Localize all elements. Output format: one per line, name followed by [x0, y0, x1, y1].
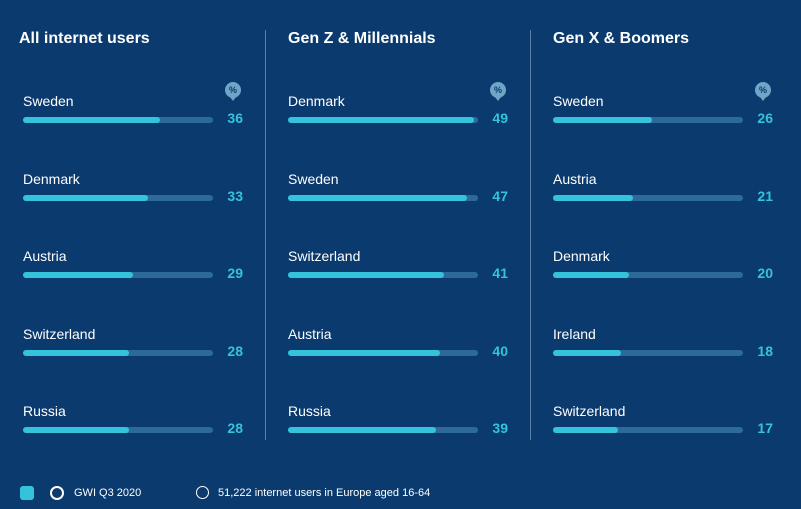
bar-track: [553, 272, 743, 278]
source-text: GWI Q3 2020: [74, 487, 142, 499]
bar-value: 26: [757, 110, 773, 126]
panel-title: Gen Z & Millennials: [288, 30, 436, 47]
bar-track: [288, 195, 478, 201]
chart-panel: Gen Z & Millennials% Denmark 49 Sweden 47 Swi…: [288, 0, 518, 460]
bar-value: 40: [492, 343, 508, 359]
percent-icon: %: [225, 82, 241, 101]
bar-track: [23, 117, 213, 123]
bar-track: [288, 427, 478, 433]
sample-text: 51,222 internet users in Europe aged 16-…: [218, 487, 431, 499]
bar-label: Denmark: [553, 248, 610, 264]
bar-label: Sweden: [553, 93, 604, 109]
bar: [23, 195, 149, 201]
people-icon: [196, 486, 209, 499]
bar-value: 20: [757, 265, 773, 281]
bar-label: Ireland: [553, 326, 596, 342]
bar-track: [23, 350, 213, 356]
bar: [288, 117, 475, 123]
panel-title: All internet users: [19, 30, 150, 47]
chart-panel: Gen X & Boomers% Sweden 26 Austria 21 Denmark…: [553, 0, 783, 460]
bar: [288, 272, 444, 278]
bar-value: 33: [227, 188, 243, 204]
bar: [553, 117, 652, 123]
bar-label: Russia: [288, 403, 331, 419]
globe-icon: [50, 486, 64, 500]
bar: [23, 427, 130, 433]
bar-label: Austria: [23, 248, 67, 264]
bar-label: Sweden: [288, 171, 339, 187]
bar-track: [553, 117, 743, 123]
bar-value: 39: [492, 420, 508, 436]
chart-panel: All internet users% Sweden 36 Denmark 33 Aust…: [19, 0, 253, 460]
bar-track: [288, 350, 478, 356]
bar-label: Switzerland: [23, 326, 96, 342]
bar-value: 29: [227, 265, 243, 281]
bar-value: 18: [757, 343, 773, 359]
bar-label: Austria: [288, 326, 332, 342]
bar-track: [553, 427, 743, 433]
bar-label: Switzerland: [553, 403, 626, 419]
bar-value: 47: [492, 188, 508, 204]
bar-value: 17: [757, 420, 773, 436]
bar-label: Sweden: [23, 93, 74, 109]
bar: [288, 195, 467, 201]
chart-icon: [20, 486, 34, 500]
bar: [553, 350, 622, 356]
bar-track: [553, 195, 743, 201]
bar-label: Denmark: [288, 93, 345, 109]
bar-track: [23, 195, 213, 201]
panel-divider: [530, 30, 531, 440]
bar: [553, 272, 629, 278]
bar-value: 28: [227, 343, 243, 359]
bar-label: Denmark: [23, 171, 80, 187]
percent-icon: %: [490, 82, 506, 101]
bar: [553, 195, 633, 201]
bar-value: 21: [757, 188, 773, 204]
bar: [288, 427, 437, 433]
bar-track: [23, 427, 213, 433]
panel-divider: [265, 30, 266, 440]
bar-value: 49: [492, 110, 508, 126]
bar-label: Russia: [23, 403, 66, 419]
percent-icon: %: [755, 82, 771, 101]
bar: [553, 427, 618, 433]
bar-value: 28: [227, 420, 243, 436]
bar-value: 41: [492, 265, 508, 281]
bar-track: [288, 272, 478, 278]
bar: [23, 350, 130, 356]
bar-track: [288, 117, 478, 123]
bar-label: Switzerland: [288, 248, 361, 264]
bar: [288, 350, 440, 356]
bar: [23, 117, 160, 123]
bar-track: [553, 350, 743, 356]
bar-label: Austria: [553, 171, 597, 187]
bar-value: 36: [227, 110, 243, 126]
panel-title: Gen X & Boomers: [553, 30, 690, 47]
bar: [23, 272, 134, 278]
bar-track: [23, 272, 213, 278]
